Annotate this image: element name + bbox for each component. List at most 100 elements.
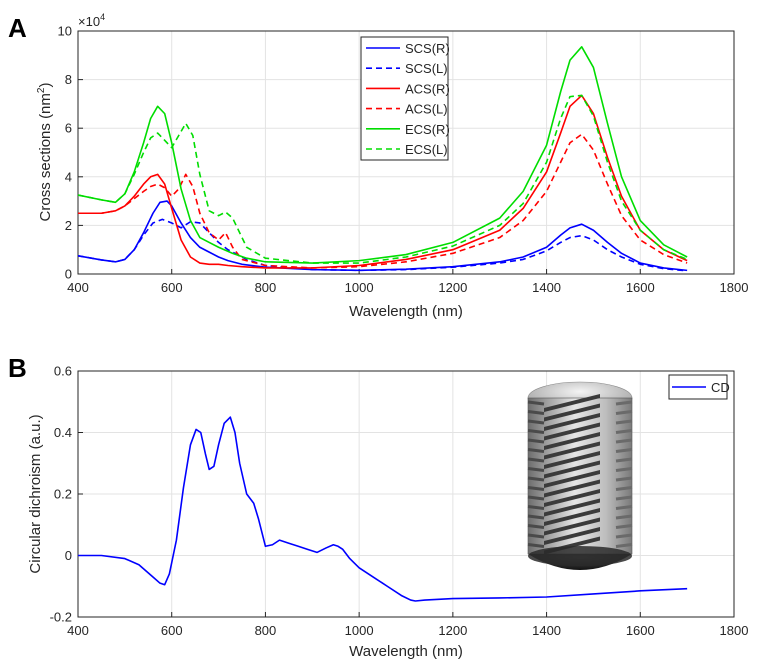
y-axis-label-b: Circular dichroism (a.u.) (27, 414, 44, 573)
inset-stripe (615, 533, 633, 539)
x-tick-label: 1600 (626, 623, 655, 638)
inset-stripe (615, 514, 633, 520)
inset-stripe (527, 495, 545, 501)
inset-stripe (544, 432, 600, 450)
inset-stripe (615, 400, 633, 406)
x-tick-label: 1800 (720, 623, 749, 638)
inset-stripe (527, 419, 545, 425)
y-label-close: ) (37, 83, 54, 88)
inset-stripe (544, 441, 600, 460)
inset-stripe (544, 498, 600, 517)
inset-stripe (544, 460, 600, 479)
x-tick-label: 800 (255, 280, 277, 295)
legend-entry: SCS(L) (405, 61, 448, 76)
ticks-a: 400 600 800 1000 1200 1400 1600 1800 0 2 4 6 8 10 (58, 24, 749, 296)
y-tick-label: 4 (65, 169, 72, 184)
inset-stripe (544, 527, 600, 545)
x-tick-label: 1000 (345, 280, 374, 295)
inset-stripe (527, 514, 545, 520)
inset-stripe (544, 479, 600, 498)
x-tick-label: 1000 (345, 623, 374, 638)
inset-stripe (615, 410, 633, 415)
legend-entry: ECS(R) (405, 122, 450, 137)
inset-stripe (527, 505, 545, 510)
inset-stripe (527, 457, 545, 463)
legend-entry: ECS(L) (405, 142, 448, 157)
nanostructure-inset-illustration (527, 381, 633, 570)
inset-stripe (527, 400, 545, 406)
y-label-sup: 2 (36, 87, 47, 93)
inset-stripe (544, 394, 600, 412)
y-tick-label: 6 (65, 121, 72, 136)
legend-entry: ACS(L) (405, 102, 448, 117)
series-a (78, 46, 688, 272)
y-tick-label: 0 (65, 267, 72, 282)
x-tick-label: 400 (67, 623, 89, 638)
x-axis-label-a: Wavelength (nm) (349, 303, 463, 320)
y-label-text: Cross sections (nm (37, 93, 54, 221)
inset-stripe (615, 543, 633, 548)
legend-entry: CD (711, 380, 730, 395)
inset-stripe (527, 476, 545, 482)
inset-stripe (615, 524, 633, 529)
inset-stripe (544, 403, 600, 422)
inset-stripe (615, 476, 633, 482)
inset-stripe (544, 517, 600, 536)
panel-label-b: B (8, 353, 27, 383)
series-b (78, 416, 688, 602)
legend-box-a (360, 36, 449, 161)
inset-stripe (544, 508, 600, 526)
series-line-cd (78, 416, 688, 602)
inset-stripe (615, 419, 633, 425)
inset-stripe (615, 495, 633, 501)
inset-stripe (544, 470, 600, 488)
inset-stripe (527, 543, 545, 548)
legend-entry: SCS(R) (405, 41, 450, 56)
y-tick-label: 0.2 (54, 487, 72, 502)
x-tick-label: 400 (67, 280, 89, 295)
x-tick-label: 1600 (626, 280, 655, 295)
inset-stripe (527, 429, 545, 434)
series-line-ecs-r (78, 46, 688, 264)
inset-stripe (544, 422, 600, 441)
x-tick-label: 600 (161, 623, 183, 638)
y-tick-label: 0 (65, 548, 72, 563)
inset-stripe (527, 524, 545, 529)
inset-stripe (527, 467, 545, 472)
legend-b: CD (668, 374, 730, 400)
y-tick-label: 8 (65, 72, 72, 87)
axes-box-a (77, 30, 735, 275)
inset-stripe (615, 486, 633, 491)
x-tick-label: 1800 (720, 280, 749, 295)
inset-stripe (615, 505, 633, 510)
x-tick-label: 1400 (532, 280, 561, 295)
panel-a: A 400 600 800 1000 1200 1400 1600 1800 0 2 4 6 8 10 ×… (8, 12, 748, 320)
inset-stripe (527, 448, 545, 453)
x-tick-label: 1400 (532, 623, 561, 638)
inset-helix-stripes (527, 394, 633, 555)
inset-stripe (615, 448, 633, 453)
panel-b: B 400 600 800 1000 1200 1400 1600 1800 -0.2 0 0.2 0… (8, 353, 748, 660)
y-tick-label: 0.6 (54, 364, 72, 379)
inset-stripe (615, 467, 633, 472)
x-tick-label: 800 (255, 623, 277, 638)
inset-stripe (615, 457, 633, 463)
y-tick-label: 2 (65, 218, 72, 233)
y-exponent-power: 4 (100, 12, 105, 22)
legend-entry: ACS(R) (405, 81, 450, 96)
inset-stripe (615, 429, 633, 434)
series-line-scs-r (78, 200, 688, 272)
inset-stripe (527, 486, 545, 491)
ticks-b: 400 600 800 1000 1200 1400 1600 1800 -0.2 0 0.2 0.4… (50, 364, 749, 639)
y-tick-label: 0.4 (54, 425, 72, 440)
x-tick-label: 1200 (438, 280, 467, 295)
inset-stripe (544, 451, 600, 469)
inset-stripe (527, 533, 545, 539)
y-exponent-base: ×10 (78, 14, 100, 29)
inset-stripe (544, 489, 600, 507)
y-exponent-a: ×104 (78, 12, 105, 29)
inset-stripe (527, 438, 545, 444)
x-axis-label-b: Wavelength (nm) (349, 643, 463, 660)
x-tick-label: 600 (161, 280, 183, 295)
